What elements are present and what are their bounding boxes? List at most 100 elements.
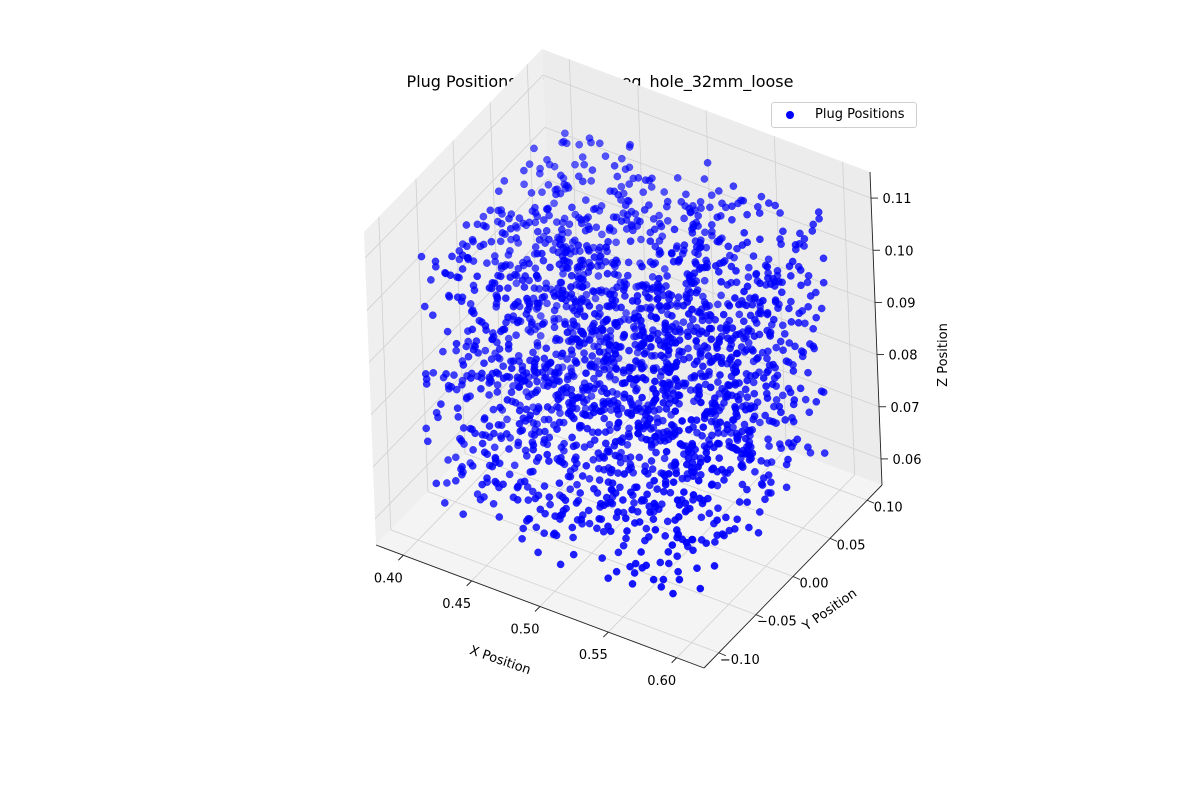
scatter-point [771,201,780,210]
scatter-point [756,279,764,288]
scatter-point [737,461,746,470]
scatter-point [520,283,529,291]
scatter-point [629,323,638,331]
scatter-point [655,246,664,255]
scatter-point [697,204,705,213]
scatter-point [640,349,649,358]
z-tick-label: 0.10 [885,244,914,259]
scatter-point [520,477,529,486]
x-tick [466,580,472,587]
scatter-point [623,527,631,535]
scatter-point [705,324,714,333]
scatter-point [714,504,722,513]
x-tick [671,657,677,664]
scatter-point [558,286,567,295]
scatter-point [590,401,599,410]
scatter-point [682,190,690,199]
scatter-point [706,203,714,212]
z-axis-line [869,171,883,486]
scatter-point [748,449,757,458]
scatter-point [740,420,749,429]
scatter-point [569,533,577,542]
scatter-point [491,477,500,486]
scatter-point [457,297,466,306]
scatter-point [514,438,523,447]
scatter-point [646,415,654,423]
scatter-point [568,392,577,400]
scatter-point [743,498,752,507]
scatter-point [651,432,660,441]
scatter-point [571,160,579,169]
scatter-point [695,244,704,252]
scatter-point [529,445,538,454]
scatter-point [625,346,633,355]
scatter-point [480,359,488,368]
scatter-point [605,340,613,349]
scatter-point [678,474,687,483]
scatter-point [529,467,537,476]
scatter-point [650,499,659,508]
scatter-point [505,470,514,479]
scatter-point [668,249,676,258]
scatter-point [531,388,540,397]
scatter-point [490,429,498,438]
scatter-point [632,386,640,395]
scatter-point [585,519,594,528]
scatter-point [503,396,512,404]
scatter-point [496,403,504,412]
scatter-point [595,514,604,523]
scatter-point [699,423,708,432]
scatter-point [731,294,739,302]
scatter-point [805,408,814,417]
scatter-point [590,309,599,318]
scatter-point [661,532,670,540]
scatter-point [722,513,730,522]
scatter-point [756,418,764,427]
scatter-point [680,214,688,223]
scatter-point [493,388,502,396]
scatter-point [725,381,734,390]
scatter-point [568,433,576,442]
scatter-point [730,525,739,533]
axis-ticks: 0.40 0.45 0.50 0.55 0.60 −0.10 −0.05 0.00 0.05 0.… [374,192,922,689]
scatter-point [787,297,795,306]
scatter-point [646,508,654,517]
scatter-point [603,302,612,310]
scatter-point [761,495,769,504]
scatter-point [452,346,461,355]
scatter-point [678,347,686,356]
scatter-point [638,262,646,271]
scatter-point [478,480,487,489]
scatter-point [699,362,707,371]
scatter-point [763,263,772,271]
scatter-point [541,509,549,518]
scatter-point [470,286,479,295]
scatter-point [803,278,812,287]
scatter-point [572,359,581,367]
scatter-point [717,359,726,368]
scatter-point [695,494,704,503]
scatter-point [582,383,591,392]
scatter-point [628,580,637,588]
scatter-point [809,220,818,229]
grid-line-y [489,102,831,539]
scatter-point [713,300,722,309]
scatter-point [569,550,578,559]
scatter-point [639,373,647,382]
scatter-point [496,237,505,246]
scatter-point [637,322,646,331]
scatter-point [743,393,752,402]
scatter-point [451,453,460,462]
scatter-point [815,214,823,223]
scatter-point [585,134,594,143]
scatter-point [739,196,748,205]
scatter-point [689,491,698,499]
scatter-point [776,209,784,217]
scatter-point [512,331,520,340]
scatter-point [575,423,584,432]
scatter-point [707,417,716,426]
scatter-point [791,241,800,249]
scatter-point [597,202,606,210]
scatter-point [446,271,455,280]
scatter-point [820,449,829,457]
